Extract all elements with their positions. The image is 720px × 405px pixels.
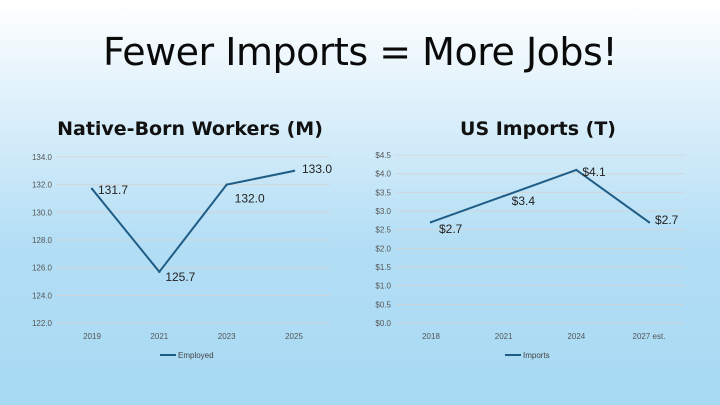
workers-data-point xyxy=(90,187,94,191)
workers-y-tick-label: 134.0 xyxy=(32,153,53,162)
imports-y-tick-label: $4.0 xyxy=(375,170,391,179)
imports-y-tick-label: $1.0 xyxy=(375,282,391,291)
slide-title: Fewer Imports = More Jobs! xyxy=(102,30,618,74)
imports-x-tick-label: 2021 xyxy=(495,332,513,341)
workers-x-tick-label: 2023 xyxy=(218,332,236,341)
imports-data-label: $4.1 xyxy=(582,165,606,179)
imports-y-tick-label: $4.5 xyxy=(375,151,391,160)
workers-data-label: 125.7 xyxy=(165,270,195,284)
imports-legend-label: Imports xyxy=(523,351,550,360)
workers-x-tick-label: 2019 xyxy=(83,332,101,341)
workers-y-tick-label: 132.0 xyxy=(32,181,53,190)
workers-line-chart: 122.0 124.0 126.0 128.0 130.0 132.0 134.0 2019 2… xyxy=(32,153,332,360)
imports-y-tick-label: $2.0 xyxy=(375,244,391,253)
workers-y-tick-label: 122.0 xyxy=(32,319,53,328)
workers-series-line xyxy=(91,169,295,273)
workers-data-label: 133.0 xyxy=(302,162,332,176)
imports-y-tick-label: $3.5 xyxy=(375,188,391,197)
workers-x-tick-label: 2025 xyxy=(285,332,303,341)
imports-data-point xyxy=(429,221,433,224)
imports-data-label: $3.4 xyxy=(512,194,536,208)
imports-data-label: $2.7 xyxy=(439,222,463,236)
imports-x-tick-label: 2027 est. xyxy=(633,332,666,341)
imports-x-tick-label: 2018 xyxy=(422,332,440,341)
imports-x-tick-label: 2024 xyxy=(567,332,585,341)
imports-line-chart: $0.0 $0.5 $1.0 $1.5 $2.0 $2.5 $3.0 $3.5 $4.0 $4.5… xyxy=(375,151,685,360)
imports-data-point xyxy=(502,194,505,198)
workers-y-tick-label: 130.0 xyxy=(32,208,53,217)
workers-y-tick-label: 128.0 xyxy=(32,236,53,245)
imports-data-point xyxy=(575,168,578,172)
workers-legend-label: Employed xyxy=(178,351,214,360)
workers-data-point xyxy=(292,169,296,173)
imports-y-tick-label: $2.5 xyxy=(375,226,391,235)
imports-data-point xyxy=(647,221,651,224)
imports-series-line xyxy=(430,168,650,224)
chart-title-workers: Native-Born Workers (M) xyxy=(57,118,323,140)
imports-y-tick-label: $0.5 xyxy=(375,300,391,309)
workers-data-point xyxy=(158,270,161,274)
imports-y-tick-label: $0.0 xyxy=(375,319,391,328)
imports-data-label: $2.7 xyxy=(655,213,679,227)
chart-title-imports: US Imports (T) xyxy=(460,118,616,140)
workers-data-point xyxy=(225,183,228,186)
imports-y-tick-label: $3.0 xyxy=(375,207,391,216)
workers-y-tick-label: 124.0 xyxy=(32,291,53,300)
workers-data-label: 131.7 xyxy=(98,183,128,197)
workers-data-label: 132.0 xyxy=(235,192,265,206)
workers-y-tick-label: 126.0 xyxy=(32,264,53,273)
workers-x-tick-label: 2021 xyxy=(150,332,168,341)
imports-y-tick-label: $1.5 xyxy=(375,263,391,272)
